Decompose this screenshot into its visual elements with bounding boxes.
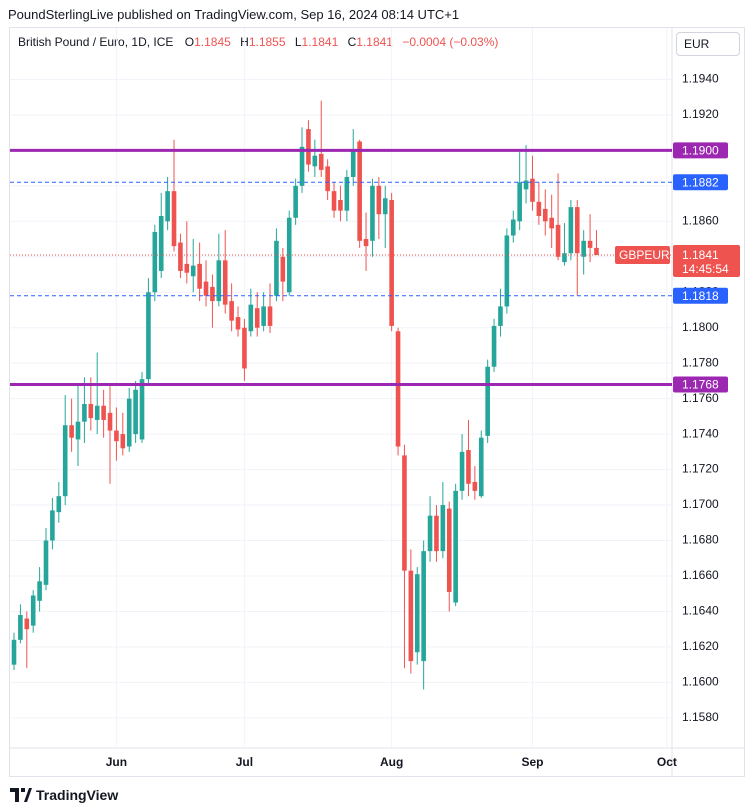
brand: TradingView bbox=[36, 787, 119, 803]
h-label: H bbox=[240, 35, 249, 49]
currency-button[interactable]: EUR bbox=[676, 32, 740, 56]
change: −0.0004 (−0.03%) bbox=[402, 35, 499, 49]
o-label: O bbox=[184, 35, 195, 49]
h-value: 1.1855 bbox=[248, 35, 286, 49]
chart-frame bbox=[9, 27, 745, 777]
l-value: 1.1841 bbox=[301, 35, 339, 49]
footer: TradingView bbox=[10, 787, 118, 803]
ohlc-legend: British Pound / Euro, 1D, ICE O1.1845 H1… bbox=[18, 35, 504, 49]
l-label: L bbox=[294, 35, 302, 49]
brand-logo bbox=[10, 788, 32, 802]
c-label: C bbox=[347, 35, 357, 49]
c-value: 1.1841 bbox=[356, 35, 393, 49]
publisher-line: PoundSterlingLive published on TradingVi… bbox=[8, 7, 460, 22]
o-value: 1.1845 bbox=[194, 35, 231, 49]
symbol: British Pound / Euro, 1D, ICE bbox=[18, 35, 174, 49]
